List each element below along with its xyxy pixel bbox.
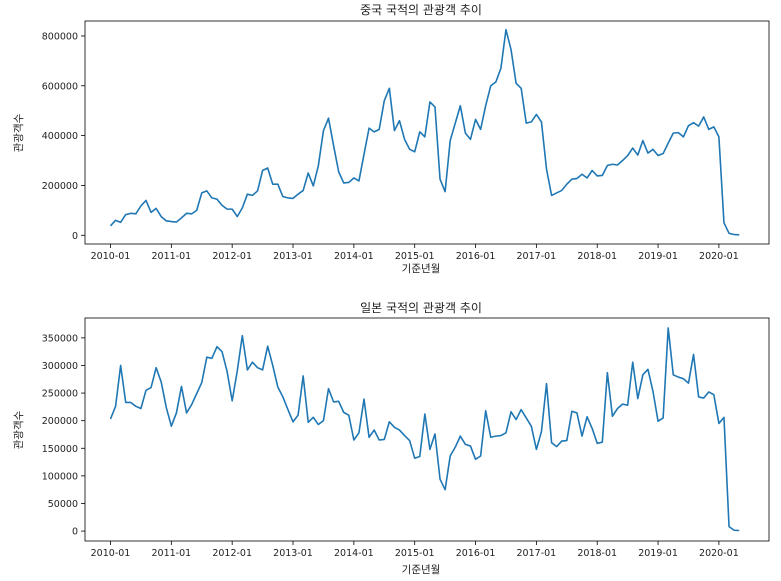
x-tick-label: 2020-01: [699, 548, 739, 559]
x-tick-label: 2011-01: [151, 251, 191, 262]
y-tick-label: 800000: [42, 31, 78, 42]
x-tick-label: 2014-01: [334, 548, 374, 559]
x-tick-label: 2012-01: [212, 251, 252, 262]
y-tick-label: 0: [72, 527, 78, 538]
x-tick-label: 2013-01: [273, 548, 313, 559]
y-axis: 0 50000 100000 150000 200000 250000 300000 3500…: [42, 333, 85, 538]
y-tick-label: 300000: [42, 361, 78, 372]
x-axis: 2010-01 2011-01 2012-01 2013-01 2014-01 2015-…: [91, 541, 739, 559]
x-tick-label: 2020-01: [699, 251, 739, 262]
y-tick-label: 350000: [42, 333, 78, 344]
plot-frame: [84, 317, 770, 542]
chart-title: 일본 국적의 관광객 추이: [360, 301, 482, 315]
y-tick-label: 200000: [42, 416, 78, 427]
x-tick-label: 2010-01: [91, 548, 131, 559]
japan-tourist-chart: 일본 국적의 관광객 추이 2010-01 2011-01 2012-01 2013-…: [13, 301, 770, 576]
x-tick-label: 2019-01: [638, 251, 678, 262]
y-tick-label: 150000: [42, 444, 78, 455]
x-tick-label: 2017-01: [517, 251, 557, 262]
y-axis-label: 관광객수: [13, 113, 25, 152]
x-tick-label: 2012-01: [212, 548, 252, 559]
china-tourist-chart: 중국 국적의 관광객 추이 2010-01 2011-01 2012-01 2013-…: [13, 3, 770, 275]
x-tick-label: 2015-01: [395, 548, 435, 559]
chart-title: 중국 국적의 관광객 추이: [360, 3, 482, 17]
x-tick-label: 2017-01: [517, 548, 557, 559]
series-line: [109, 327, 740, 532]
x-tick-label: 2014-01: [334, 251, 374, 262]
y-tick-label: 400000: [42, 131, 78, 142]
x-tick-label: 2018-01: [577, 548, 617, 559]
x-tick-label: 2016-01: [456, 251, 496, 262]
x-tick-label: 2010-01: [91, 251, 131, 262]
x-tick-label: 2018-01: [577, 251, 617, 262]
plot-frame: [84, 20, 770, 245]
series-line: [109, 28, 740, 236]
y-axis: 0 200000 400000 600000 800000: [42, 31, 85, 242]
y-tick-label: 0: [72, 231, 78, 242]
x-tick-label: 2019-01: [638, 548, 678, 559]
x-tick-label: 2016-01: [456, 548, 496, 559]
x-axis-label: 기준년월: [402, 564, 441, 576]
x-axis-label: 기준년월: [402, 263, 441, 275]
y-tick-label: 100000: [42, 471, 78, 482]
y-tick-label: 50000: [48, 499, 78, 510]
x-tick-label: 2015-01: [395, 251, 435, 262]
x-tick-label: 2013-01: [273, 251, 313, 262]
x-axis: 2010-01 2011-01 2012-01 2013-01 2014-01 2015-…: [91, 244, 739, 262]
x-tick-label: 2011-01: [151, 548, 191, 559]
y-tick-label: 200000: [42, 181, 78, 192]
y-axis-label: 관광객수: [13, 410, 25, 449]
y-tick-label: 250000: [42, 389, 78, 400]
y-tick-label: 600000: [42, 81, 78, 92]
